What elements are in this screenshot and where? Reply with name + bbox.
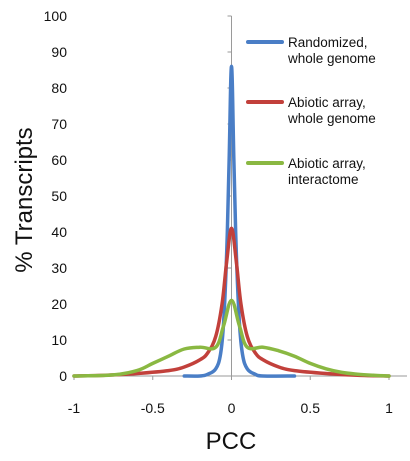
legend: Randomized, whole genome Abiotic array, who… [246,35,376,187]
x-tick-label: 0.5 [301,400,321,416]
x-axis-label: PCC [206,428,257,455]
y-tick-label: 100 [44,8,68,24]
y-tick-label: 50 [51,188,67,204]
series-layer [72,64,391,378]
series-line-randomized-whole-genome [182,64,297,378]
y-tick-label: 20 [51,296,67,312]
y-tick-label: 10 [51,332,67,348]
y-tick-label: 90 [51,44,67,60]
y-tick-label: 30 [51,260,67,276]
x-tick-label: 0 [228,400,236,416]
x-tick-label: 1 [385,400,393,416]
y-tick-label: 70 [51,116,67,132]
y-tick-label: 0 [59,368,67,384]
y-tick-label: 60 [51,152,67,168]
legend-label: Abiotic array, whole genome [287,95,376,126]
y-tick-label: 40 [51,224,67,240]
x-tick-label: -1 [68,400,81,416]
x-tick-label: -0.5 [141,400,165,416]
legend-label: Randomized, whole genome [287,35,376,66]
series-line-abiotic-interactome [72,298,391,378]
legend-label: Abiotic array, interactome [288,156,366,187]
x-axis-ticks: -1 -0.5 0 0.5 1 [68,376,393,416]
y-tick-label: 80 [51,80,67,96]
y-axis-label: % Transcripts [11,127,38,272]
y-axis-ticks: 0 10 20 30 40 50 60 70 80 90 100 [44,8,232,384]
series-line-abiotic-whole-genome [72,226,391,378]
